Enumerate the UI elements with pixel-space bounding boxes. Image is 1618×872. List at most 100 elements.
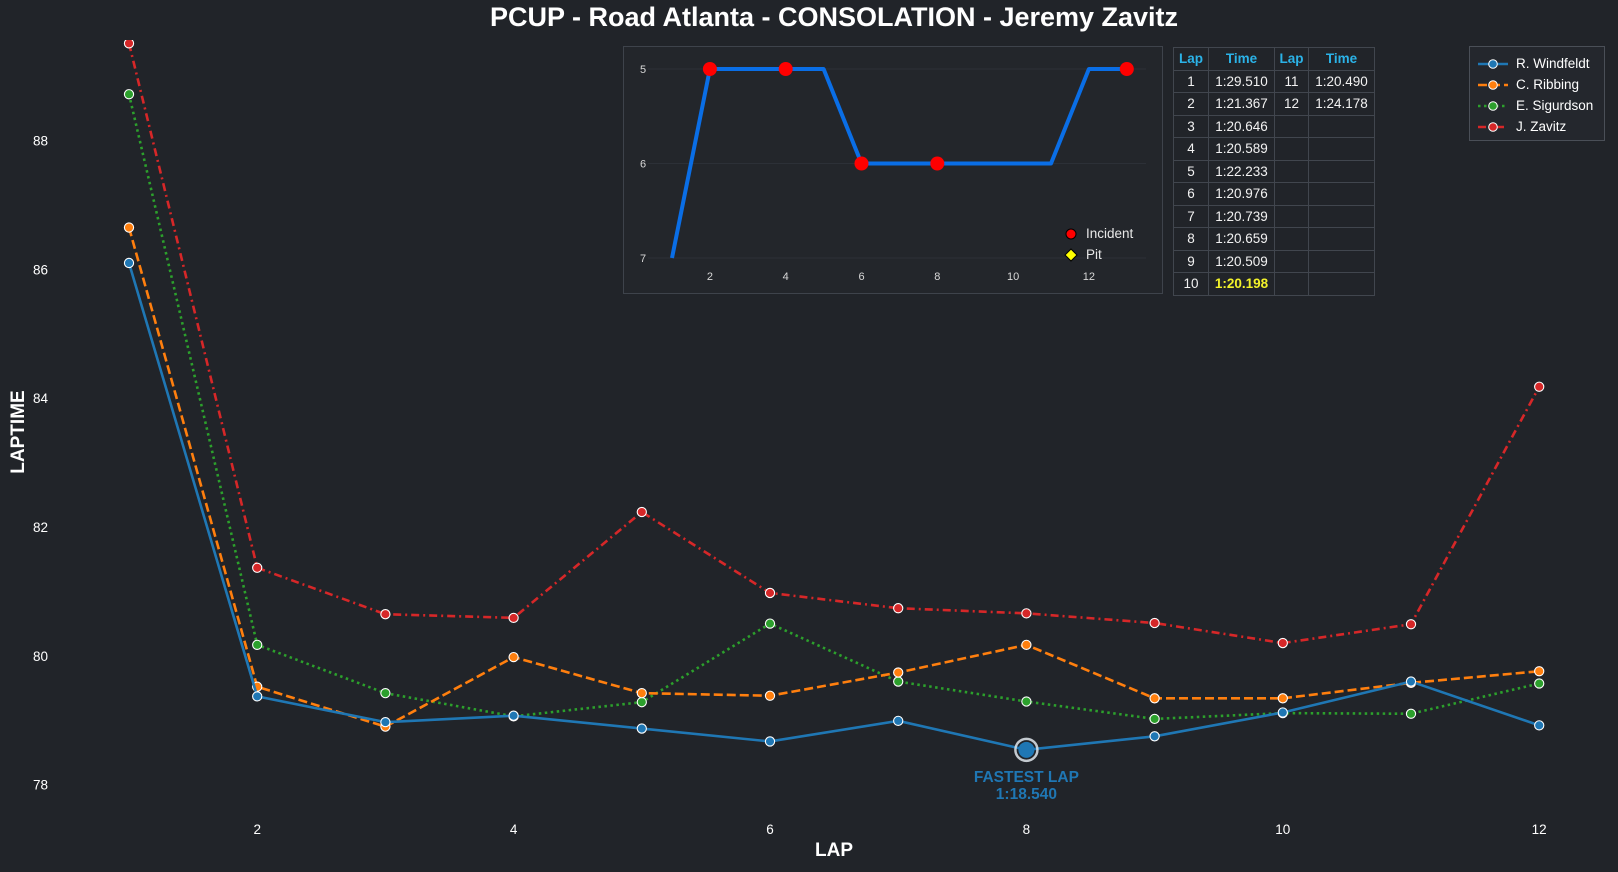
- data-point-e-sigurdson: [636, 697, 647, 708]
- y-tick-label: 80: [33, 649, 48, 664]
- data-point-j-zavitz: [123, 40, 135, 49]
- legend-item-r-windfeldt: R. Windfeldt: [1470, 53, 1604, 74]
- x-tick-label: 12: [1532, 822, 1547, 837]
- time-cell: [1308, 249, 1375, 273]
- position-inset-chart: 5 6 7 2 4 6 8 10 12 Incident Pit: [623, 46, 1163, 294]
- lap-cell: [1274, 204, 1309, 228]
- data-point-r-windfeldt: [508, 710, 519, 721]
- y-tick-label: 84: [33, 391, 49, 406]
- time-cell: 1:20.589: [1208, 137, 1275, 161]
- data-point-c-ribbing: [1149, 693, 1160, 704]
- lap-cell: 12: [1274, 92, 1309, 116]
- time-cell: 1:24.178: [1308, 92, 1375, 116]
- time-cell: 1:20.490: [1308, 69, 1375, 93]
- inset-legend-pit: Pit: [1064, 244, 1133, 265]
- data-point-e-sigurdson: [893, 676, 904, 687]
- data-point-c-ribbing: [893, 667, 904, 678]
- inset-legend: Incident Pit: [1064, 223, 1133, 265]
- data-point-r-windfeldt: [252, 691, 263, 702]
- table-row: 3 1:20.646: [1173, 114, 1375, 138]
- data-point-e-sigurdson: [123, 89, 135, 100]
- inset-x-tick-label: 10: [1007, 271, 1019, 283]
- y-tick-label: 78: [33, 778, 48, 793]
- time-cell: [1308, 159, 1375, 183]
- table-header-row: Lap Time Lap Time: [1173, 47, 1375, 71]
- inset-x-tick-label: 4: [783, 271, 789, 283]
- table-row: 6 1:20.976: [1173, 182, 1375, 206]
- time-cell: [1308, 272, 1375, 296]
- lap-cell: [1274, 137, 1309, 161]
- data-point-e-sigurdson: [1149, 713, 1160, 725]
- data-point-j-zavitz: [1405, 619, 1417, 630]
- lap-cell: 10: [1173, 272, 1209, 296]
- table-row: 4 1:20.589: [1173, 137, 1375, 161]
- time-cell: 1:20.659: [1208, 227, 1275, 251]
- lap-cell: 9: [1173, 249, 1209, 273]
- legend-line-icon: [1478, 121, 1508, 132]
- inset-x-tick-label: 12: [1083, 271, 1095, 283]
- inset-y-tick-label: 5: [640, 64, 646, 76]
- data-point-e-sigurdson: [1534, 678, 1545, 689]
- y-tick-label: 82: [33, 520, 48, 535]
- inset-legend-incident-label: Incident: [1086, 226, 1134, 241]
- time-cell: 1:21.367: [1208, 92, 1275, 116]
- time-cell: [1308, 227, 1375, 251]
- fastest-lap-time: 1:18.540: [996, 786, 1057, 803]
- inset-x-tick-label: 2: [707, 271, 713, 283]
- data-point-e-sigurdson: [380, 688, 391, 699]
- series-line-c-ribbing: [127, 227, 1540, 729]
- inset-x-tick-label: 8: [934, 271, 940, 283]
- data-point-r-windfeldt: [1149, 731, 1160, 742]
- data-point-c-ribbing: [1277, 693, 1288, 704]
- position-line: [670, 67, 1127, 259]
- fastest-lap-ring: [1014, 737, 1039, 763]
- lap-cell: 3: [1173, 114, 1209, 138]
- lap-cell: 6: [1173, 182, 1209, 206]
- x-tick-label: 8: [1023, 822, 1031, 837]
- time-cell: 1:20.739: [1208, 204, 1275, 228]
- chart-title: PCUP - Road Atlanta - CONSOLATION - Jere…: [489, 2, 1179, 32]
- data-point-r-windfeldt: [380, 716, 391, 728]
- data-point-j-zavitz: [1534, 381, 1545, 392]
- time-cell: [1308, 114, 1375, 138]
- table-row: 5 1:22.233: [1173, 159, 1375, 183]
- data-point-c-ribbing: [508, 651, 519, 663]
- table-body: 1 1:29.510 11 1:20.490 2 1:21.367 12 1:24.178 3 1…: [1173, 69, 1375, 296]
- data-point-j-zavitz: [1021, 608, 1032, 619]
- y-axis-label: LAPTIME: [8, 390, 29, 474]
- legend-label: R. Windfeldt: [1516, 56, 1590, 71]
- pit-marker-icon: [1064, 247, 1078, 262]
- time-cell: 1:20.646: [1208, 114, 1275, 138]
- x-tick-label: 10: [1275, 822, 1290, 837]
- data-point-e-sigurdson: [252, 639, 263, 651]
- lap-cell: [1274, 272, 1309, 296]
- lap-cell: [1274, 114, 1309, 138]
- data-point-c-ribbing: [123, 222, 135, 233]
- header-lap: Lap: [1173, 47, 1209, 71]
- fastest-lap-marker: [1018, 741, 1035, 758]
- legend-label: E. Sigurdson: [1516, 98, 1594, 113]
- fastest-lap-label: FASTEST LAP: [974, 769, 1079, 786]
- data-point-r-windfeldt: [123, 257, 135, 269]
- inset-legend-incident: Incident: [1064, 223, 1133, 244]
- incident-marker: [930, 156, 945, 171]
- table-row: 9 1:20.509: [1173, 249, 1375, 273]
- data-point-j-zavitz: [380, 609, 391, 620]
- table-row: 1 1:29.510 11 1:20.490: [1173, 69, 1375, 93]
- x-tick-label: 2: [253, 822, 261, 837]
- lap-cell: [1274, 159, 1309, 183]
- legend-item-e-sigurdson: E. Sigurdson: [1470, 95, 1604, 116]
- data-point-r-windfeldt: [1534, 720, 1545, 731]
- data-point-j-zavitz: [764, 587, 776, 599]
- incident-marker: [1119, 62, 1134, 76]
- series-line-j-zavitz: [127, 43, 1541, 645]
- data-point-c-ribbing: [1021, 639, 1032, 651]
- x-axis-label: LAP: [815, 840, 853, 861]
- header-time: Time: [1208, 47, 1275, 71]
- incident-marker: [854, 156, 869, 171]
- data-point-j-zavitz: [1277, 637, 1288, 649]
- data-point-j-zavitz: [893, 603, 904, 614]
- data-point-r-windfeldt: [893, 715, 904, 726]
- inset-legend-pit-label: Pit: [1086, 247, 1102, 262]
